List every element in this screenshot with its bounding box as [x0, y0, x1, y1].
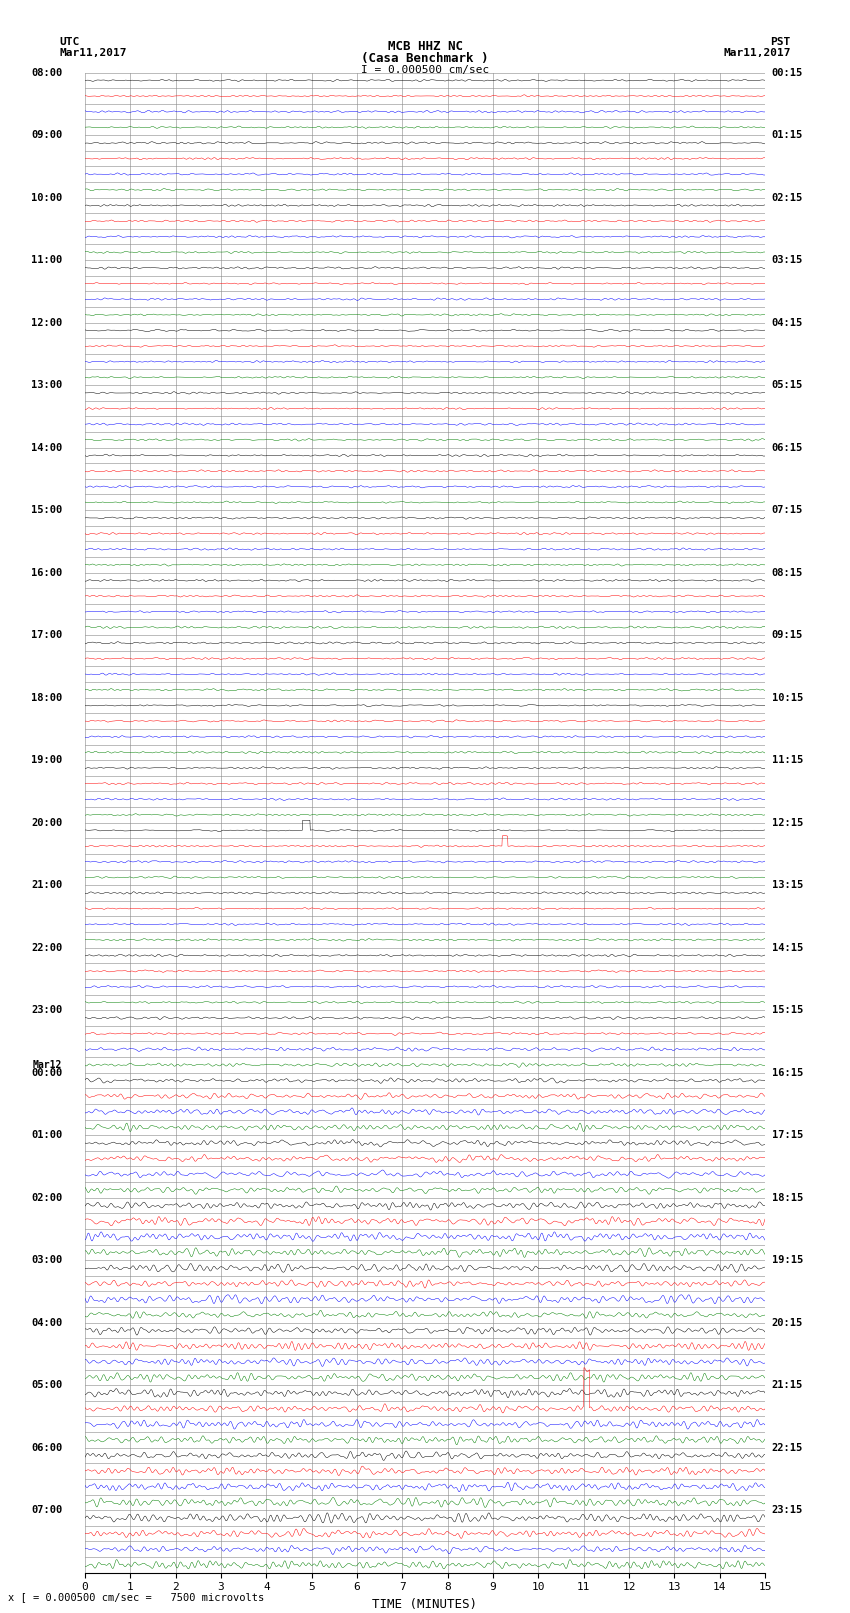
Text: 15:00: 15:00	[31, 505, 62, 515]
Text: 05:15: 05:15	[772, 381, 803, 390]
Text: 08:00: 08:00	[31, 68, 62, 77]
Text: MCB HHZ NC: MCB HHZ NC	[388, 40, 462, 53]
Text: 06:00: 06:00	[31, 1442, 62, 1453]
Text: 12:00: 12:00	[31, 318, 62, 327]
Text: 21:15: 21:15	[772, 1381, 803, 1390]
Text: 00:15: 00:15	[772, 68, 803, 77]
Text: 18:15: 18:15	[772, 1192, 803, 1203]
Text: Mar11,2017: Mar11,2017	[60, 48, 127, 58]
Text: 20:00: 20:00	[31, 818, 62, 827]
Text: 01:00: 01:00	[31, 1131, 62, 1140]
Text: 19:15: 19:15	[772, 1255, 803, 1265]
Text: 18:00: 18:00	[31, 692, 62, 703]
Text: 08:15: 08:15	[772, 568, 803, 577]
Text: 02:00: 02:00	[31, 1192, 62, 1203]
Text: Mar12: Mar12	[33, 1060, 62, 1069]
Text: 03:15: 03:15	[772, 255, 803, 265]
Text: 23:00: 23:00	[31, 1005, 62, 1015]
Text: 22:00: 22:00	[31, 942, 62, 953]
Text: 03:00: 03:00	[31, 1255, 62, 1265]
Text: 12:15: 12:15	[772, 818, 803, 827]
Text: 04:15: 04:15	[772, 318, 803, 327]
Text: 21:00: 21:00	[31, 881, 62, 890]
Text: 14:15: 14:15	[772, 942, 803, 953]
Text: x [ = 0.000500 cm/sec =   7500 microvolts: x [ = 0.000500 cm/sec = 7500 microvolts	[8, 1592, 264, 1602]
Text: UTC: UTC	[60, 37, 80, 47]
Text: 13:15: 13:15	[772, 881, 803, 890]
Text: 13:00: 13:00	[31, 381, 62, 390]
Text: 11:15: 11:15	[772, 755, 803, 765]
Text: PST: PST	[770, 37, 790, 47]
Text: 19:00: 19:00	[31, 755, 62, 765]
Text: 09:15: 09:15	[772, 631, 803, 640]
Text: 05:00: 05:00	[31, 1381, 62, 1390]
Text: 11:00: 11:00	[31, 255, 62, 265]
Text: 01:15: 01:15	[772, 131, 803, 140]
Text: 10:15: 10:15	[772, 692, 803, 703]
Text: 20:15: 20:15	[772, 1318, 803, 1327]
Text: (Casa Benchmark ): (Casa Benchmark )	[361, 52, 489, 65]
Text: 02:15: 02:15	[772, 192, 803, 203]
Text: 15:15: 15:15	[772, 1005, 803, 1015]
X-axis label: TIME (MINUTES): TIME (MINUTES)	[372, 1598, 478, 1611]
Text: 17:00: 17:00	[31, 631, 62, 640]
Text: 16:00: 16:00	[31, 568, 62, 577]
Text: 22:15: 22:15	[772, 1442, 803, 1453]
Text: Mar11,2017: Mar11,2017	[723, 48, 791, 58]
Text: 10:00: 10:00	[31, 192, 62, 203]
Text: 23:15: 23:15	[772, 1505, 803, 1515]
Text: 00:00: 00:00	[31, 1068, 62, 1077]
Text: 17:15: 17:15	[772, 1131, 803, 1140]
Text: 14:00: 14:00	[31, 442, 62, 453]
Text: 04:00: 04:00	[31, 1318, 62, 1327]
Text: I = 0.000500 cm/sec: I = 0.000500 cm/sec	[361, 65, 489, 74]
Text: 07:15: 07:15	[772, 505, 803, 515]
Text: 16:15: 16:15	[772, 1068, 803, 1077]
Text: 07:00: 07:00	[31, 1505, 62, 1515]
Text: 06:15: 06:15	[772, 442, 803, 453]
Text: 09:00: 09:00	[31, 131, 62, 140]
